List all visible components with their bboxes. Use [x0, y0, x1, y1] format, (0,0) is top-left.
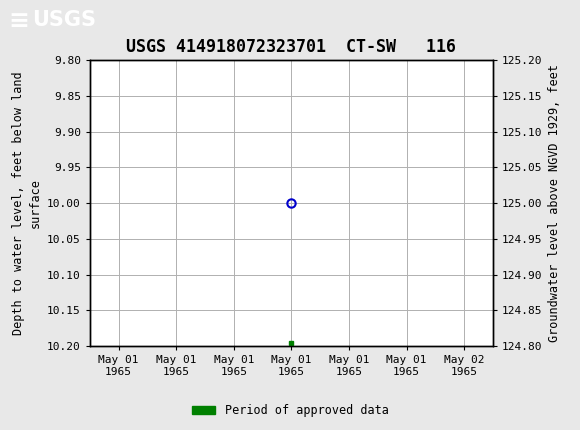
- Legend: Period of approved data: Period of approved data: [187, 399, 393, 422]
- Text: USGS: USGS: [32, 10, 96, 31]
- Title: USGS 414918072323701  CT-SW   116: USGS 414918072323701 CT-SW 116: [126, 38, 456, 56]
- Y-axis label: Depth to water level, feet below land
surface: Depth to water level, feet below land su…: [12, 71, 42, 335]
- Text: ≡: ≡: [9, 9, 30, 33]
- Y-axis label: Groundwater level above NGVD 1929, feet: Groundwater level above NGVD 1929, feet: [548, 64, 561, 342]
